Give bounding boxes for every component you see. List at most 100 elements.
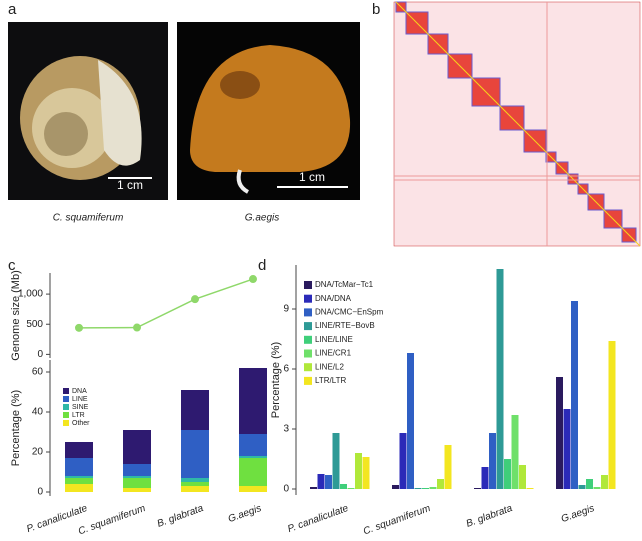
bar — [399, 433, 407, 489]
bar-segment — [181, 430, 209, 478]
bar — [392, 485, 399, 489]
bar — [601, 475, 608, 489]
hic-heatmap — [393, 1, 641, 247]
bar — [317, 474, 325, 489]
bar — [571, 301, 578, 489]
bar-segment — [65, 484, 93, 492]
legend-label: Other — [72, 420, 90, 427]
bar-segment — [123, 488, 151, 492]
y-tick-label: 500 — [26, 319, 43, 330]
hic-diagonal — [395, 1, 641, 247]
bar — [504, 459, 511, 489]
x-tick-label: G.aegis — [560, 503, 596, 525]
y-axis-label: Percentage (%) — [270, 342, 282, 418]
legend-swatch — [304, 363, 312, 372]
legend-swatch — [304, 376, 312, 385]
bar — [496, 269, 504, 489]
line-point — [191, 295, 199, 304]
legend-label: SINE — [72, 404, 89, 411]
bar — [422, 488, 429, 489]
legend-label: DNA — [72, 388, 87, 395]
photo: 1 cm — [8, 22, 168, 200]
legend-label: LINE — [72, 396, 88, 403]
bar — [347, 488, 355, 489]
bar-segment — [239, 368, 267, 434]
y-tick-label: 9 — [283, 304, 289, 315]
bar — [519, 465, 526, 489]
bar — [429, 487, 437, 489]
bar-segment — [181, 478, 209, 482]
bar — [407, 353, 414, 489]
photo-caption: C. squamiferum — [53, 213, 124, 224]
bar-segment — [123, 464, 151, 476]
bar — [310, 487, 317, 489]
photo: 1 cm — [177, 22, 360, 200]
bar — [481, 467, 489, 489]
legend-swatch — [63, 420, 69, 426]
x-tick-label: G.aegis — [227, 503, 263, 525]
legend-swatch — [304, 308, 312, 317]
legend-label: LINE/RTE−BovB — [315, 321, 375, 330]
bar — [325, 475, 332, 489]
panel-label: a — [8, 1, 17, 18]
legend-swatch — [63, 412, 69, 418]
bar-segment — [239, 434, 267, 456]
legend-label: LINE/L2 — [315, 362, 344, 371]
y-tick-label: 0 — [283, 484, 289, 495]
line-point — [249, 275, 257, 284]
bar — [593, 487, 601, 489]
bar — [556, 377, 563, 489]
bar — [511, 415, 519, 489]
legend-label: LTR/LTR — [315, 376, 346, 385]
bar — [414, 488, 422, 489]
bar-segment — [65, 478, 93, 484]
bar-segment — [123, 478, 151, 488]
legend-swatch — [63, 404, 69, 410]
bar-segment — [239, 486, 267, 492]
bar-segment — [123, 476, 151, 478]
panel-label: b — [372, 1, 380, 18]
bar-segment — [181, 482, 209, 486]
line-point — [75, 323, 83, 332]
bar — [586, 479, 593, 489]
y-tick-label: 40 — [32, 407, 44, 418]
legend-swatch — [304, 335, 312, 344]
scale-bar-label: 1 cm — [117, 178, 143, 192]
legend-swatch — [304, 322, 312, 331]
x-tick-label: C. squamiferum — [77, 503, 147, 537]
bar — [340, 484, 347, 489]
bar-segment — [239, 458, 267, 486]
x-tick-label: B. glabrata — [156, 503, 206, 530]
y-axis-label: Genome size (Mb) — [10, 270, 22, 360]
bar — [608, 341, 616, 489]
bar — [444, 445, 452, 489]
legend-swatch — [304, 281, 312, 289]
bar-segment — [65, 458, 93, 476]
legend-label: DNA/DNA — [315, 294, 352, 303]
legend-label: DNA/CMC−EnSpm — [315, 308, 384, 317]
bar-segment — [239, 456, 267, 458]
bar — [437, 479, 444, 489]
bar — [526, 488, 534, 489]
line-point — [133, 323, 141, 332]
y-tick-label: 1,000 — [18, 289, 43, 300]
bar — [474, 488, 481, 489]
bar — [489, 433, 496, 489]
x-tick-label: P. canaliculate — [286, 503, 350, 535]
y-tick-label: 0 — [37, 487, 43, 498]
bar-segment — [181, 390, 209, 430]
y-tick-label: 3 — [283, 424, 289, 435]
bar-segment — [65, 476, 93, 478]
legend-label: LTR — [72, 412, 85, 419]
panel-label: d — [258, 257, 266, 274]
bar-segment — [123, 430, 151, 464]
legend-swatch — [304, 294, 312, 303]
line-series — [78, 278, 254, 329]
x-tick-label: B. glabrata — [465, 503, 515, 530]
bar — [332, 433, 340, 489]
y-axis-label: Percentage (%) — [10, 390, 22, 466]
x-tick-label: C. squamiferum — [362, 503, 432, 537]
legend-swatch — [63, 388, 69, 394]
legend-label: LINE/LINE — [315, 335, 353, 344]
